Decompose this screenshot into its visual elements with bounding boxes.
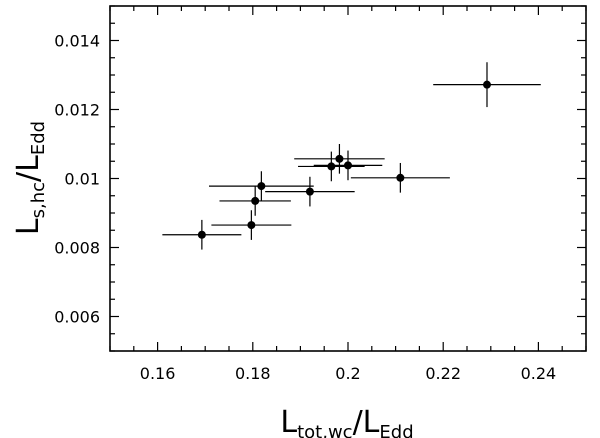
point-marker	[247, 221, 256, 230]
x-tick-label: 0.2	[335, 364, 360, 383]
axis-ticks	[109, 5, 587, 352]
point-marker	[251, 196, 260, 205]
y-tick-label: 0.014	[54, 32, 100, 51]
point-marker	[305, 187, 314, 196]
x-axis-label: Ltot,wc/LEdd	[280, 405, 413, 438]
point-marker	[482, 80, 491, 89]
y-tick-label: 0.006	[54, 308, 100, 327]
data-point	[298, 151, 365, 182]
data-point	[313, 150, 383, 181]
y-tick-label: 0.008	[54, 239, 100, 258]
data-point	[265, 176, 355, 207]
data-point	[211, 210, 292, 240]
y-axis-label-main2: L	[11, 155, 46, 172]
y-axis-label: Ls,hc/LEdd	[11, 121, 49, 235]
point-marker	[344, 161, 352, 170]
x-axis-label-sep: /	[353, 405, 364, 438]
x-tick-label: 0.18	[235, 364, 271, 383]
data-point	[294, 144, 385, 174]
x-axis-label-sub2: Edd	[379, 422, 413, 438]
point-marker	[396, 173, 405, 182]
y-axis-label-sub: s,hc	[28, 182, 49, 218]
x-axis-label-sub: tot,wc	[297, 422, 352, 438]
y-tick-label: 0.012	[54, 101, 100, 120]
y-axis-label-sub2: Edd	[28, 121, 49, 155]
x-tick-label: 0.22	[425, 364, 461, 383]
data-point	[209, 171, 314, 201]
y-axis-label-main: L	[11, 218, 46, 235]
tick-labels: 0.16 0.18 0.2 0.22 0.24 0.006 0.008 0.01 0.012 0.…	[54, 32, 556, 384]
x-axis-label-main2: L	[363, 405, 380, 438]
data-points	[162, 62, 541, 250]
point-marker	[257, 182, 266, 191]
point-marker	[197, 230, 206, 239]
data-point	[433, 62, 541, 108]
y-tick-label: 0.01	[64, 170, 100, 189]
point-marker	[327, 162, 336, 171]
data-point	[350, 162, 450, 193]
point-marker	[335, 154, 344, 163]
x-tick-label: 0.16	[140, 364, 176, 383]
y-axis-label-sep: /	[11, 171, 46, 182]
data-point	[219, 186, 291, 216]
x-tick-label: 0.24	[521, 364, 557, 383]
x-axis-label-main: L	[280, 405, 297, 438]
data-point	[162, 219, 242, 250]
